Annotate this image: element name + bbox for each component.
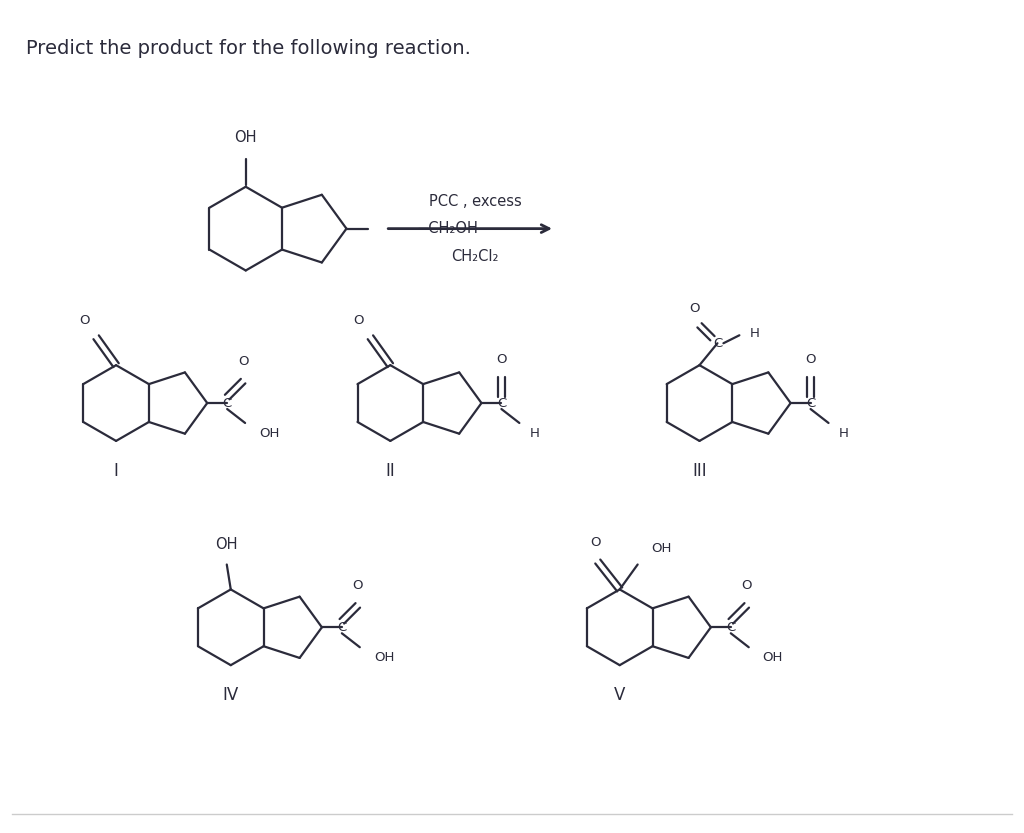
Text: O: O xyxy=(353,314,364,327)
Text: O: O xyxy=(689,302,699,316)
Text: OH: OH xyxy=(763,651,783,664)
Text: C: C xyxy=(806,397,815,410)
Text: IV: IV xyxy=(222,686,239,704)
Text: Predict the product for the following reaction.: Predict the product for the following re… xyxy=(27,39,471,58)
Text: I: I xyxy=(114,461,119,480)
Text: V: V xyxy=(614,686,626,704)
Text: PCC , excess: PCC , excess xyxy=(429,194,521,209)
Text: C: C xyxy=(726,621,735,634)
Text: OH: OH xyxy=(374,651,394,664)
Text: C: C xyxy=(222,397,231,410)
Text: H: H xyxy=(529,427,540,440)
Text: H: H xyxy=(750,327,759,340)
Text: C: C xyxy=(497,397,506,410)
Text: O: O xyxy=(805,353,816,367)
Text: O: O xyxy=(238,355,249,368)
Text: O: O xyxy=(497,353,507,367)
Text: C: C xyxy=(337,621,346,634)
Text: II: II xyxy=(385,461,395,480)
Text: H: H xyxy=(839,427,848,440)
Text: OH: OH xyxy=(259,427,280,440)
Text: O: O xyxy=(79,314,89,327)
Text: OH: OH xyxy=(234,130,257,145)
Text: CH₂Cl₂: CH₂Cl₂ xyxy=(452,248,499,263)
Text: O: O xyxy=(591,536,601,549)
Text: OH: OH xyxy=(215,536,238,551)
Text: C: C xyxy=(713,337,722,350)
Text: O: O xyxy=(741,580,752,592)
Text: OH: OH xyxy=(651,541,672,555)
Text: −CH₂OH: −CH₂OH xyxy=(417,221,478,236)
Text: III: III xyxy=(692,461,707,480)
Text: O: O xyxy=(352,580,364,592)
